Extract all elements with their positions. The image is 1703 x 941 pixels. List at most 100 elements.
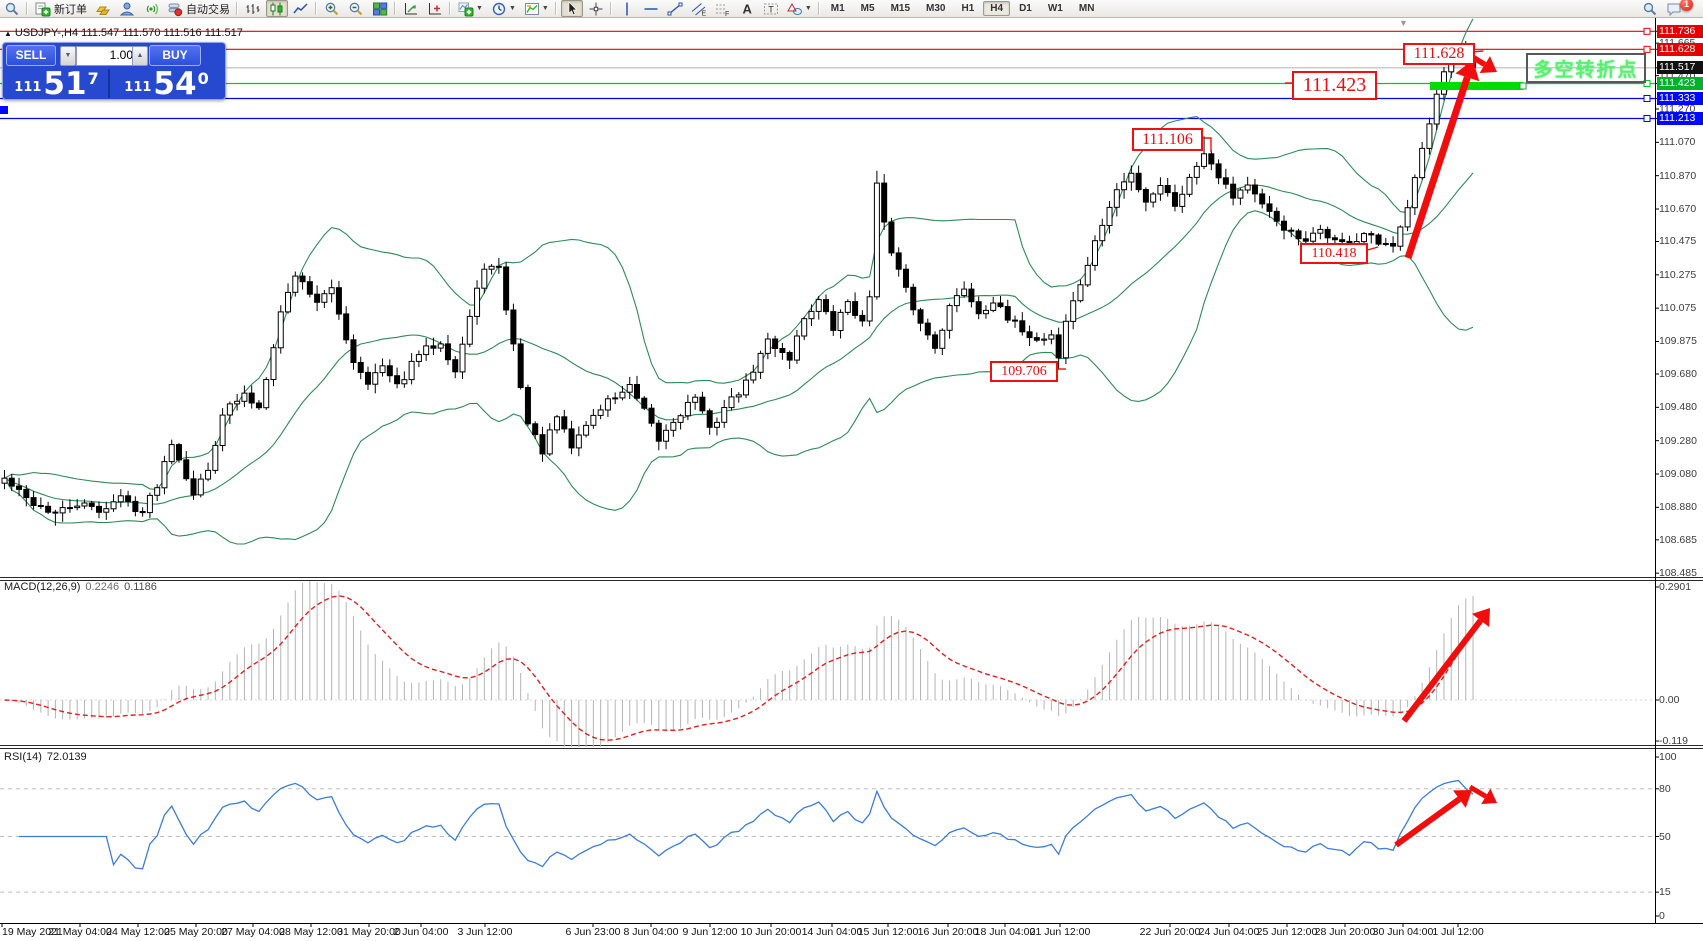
price-tick: 108.485	[1659, 567, 1697, 580]
horizontal-line-tool-button[interactable]	[640, 0, 662, 17]
timeframe-h1[interactable]: H1	[961, 3, 975, 14]
time-label: 21 May 04:00	[48, 926, 112, 938]
insert-indicator-button[interactable]: ▼	[455, 0, 486, 17]
autotrade-icon	[168, 3, 183, 16]
price-tick: 109.680	[1659, 368, 1697, 380]
search-icon	[5, 2, 19, 15]
fibonacci-tool-button[interactable]: F	[712, 0, 734, 17]
rsi-axis-tick: 50	[1659, 830, 1671, 843]
toolbar-separator	[449, 2, 451, 15]
zoom-out-button[interactable]	[345, 0, 367, 17]
line-chart-mode-button[interactable]	[290, 0, 312, 17]
text-tool-button[interactable]: A	[736, 0, 758, 17]
period-selector-dropdown-icon[interactable]: ▼	[508, 5, 516, 12]
template-selector-dropdown-icon[interactable]: ▼	[541, 5, 549, 12]
rsi-label: RSI(14)	[4, 751, 42, 763]
auto-trading-button[interactable]: 自动交易	[164, 0, 233, 17]
add-ind-icon	[458, 2, 474, 16]
price-annotation-box[interactable]: 109.706	[990, 361, 1058, 382]
volume-input[interactable]: 1.00	[76, 46, 138, 66]
search-right-button[interactable]	[1639, 0, 1661, 17]
time-label: 24 Jun 04:00	[1198, 926, 1260, 938]
toolbar-separator	[394, 2, 396, 15]
market-watch-button[interactable]	[92, 0, 114, 17]
contacts-button[interactable]	[116, 0, 138, 17]
price-level-tag: 111.517	[1657, 61, 1703, 75]
sell-price[interactable]: 111 51 7	[5, 69, 110, 100]
timeframe-h4[interactable]: H4	[983, 1, 1011, 16]
buy-price-figure: 111	[124, 80, 152, 95]
channel-icon: E	[691, 2, 706, 17]
trendline-tool-button[interactable]	[664, 0, 686, 17]
sell-button[interactable]: SELL	[6, 45, 56, 66]
cursor-tool-button[interactable]	[560, 0, 583, 17]
price-level-tag: 111.333	[1657, 91, 1703, 105]
timeframe-m5[interactable]: M5	[860, 3, 875, 14]
svg-text:E: E	[701, 10, 706, 17]
vline-icon	[626, 2, 628, 15]
rsi-axis-tick: 100	[1659, 751, 1677, 763]
symbol-info: ▲ USDJPY-,H4 111.547 111.570 111.516 111.…	[4, 27, 243, 39]
buy-price[interactable]: 111 54 0	[110, 69, 223, 100]
toolbar-group	[0, 0, 24, 17]
label-tool-button[interactable]: T	[760, 0, 782, 17]
template-selector-button[interactable]: ▼	[521, 0, 552, 17]
shapes-tool-button[interactable]: ▼	[784, 0, 815, 17]
note-text-bullbear-turning-point[interactable]: 多空转折点	[1526, 53, 1646, 83]
vertical-line-tool-button[interactable]	[616, 0, 638, 17]
zoom-in-icon	[325, 2, 339, 15]
tile-windows-button[interactable]	[369, 0, 391, 17]
timeframe-m30[interactable]: M30	[926, 3, 946, 14]
macd-value-signal: 0.1186	[124, 581, 157, 593]
period-selector-button[interactable]: ▼	[488, 0, 519, 17]
search-button[interactable]	[1, 0, 23, 17]
cursor-icon	[568, 0, 577, 15]
price-annotation-box[interactable]: 111.106	[1132, 128, 1203, 151]
indicator-window-1-button[interactable]	[400, 0, 422, 17]
price-tick: 110.670	[1659, 202, 1697, 215]
time-label: 24 May 12:00	[106, 926, 170, 938]
time-label: 28 Jun 20:00	[1314, 926, 1376, 938]
signals-button[interactable]	[140, 0, 162, 17]
timeframe-d1[interactable]: D1	[1019, 3, 1032, 14]
timeframe-m1[interactable]: M1	[830, 3, 845, 14]
price-tick: 109.875	[1659, 335, 1697, 348]
symbol-ohlc-text: USDJPY-,H4 111.547 111.570 111.516 111.5…	[14, 27, 243, 39]
price-annotation-box[interactable]: 111.423	[1292, 71, 1377, 100]
time-label: 9 Jun 12:00	[682, 926, 738, 938]
svg-text:T: T	[768, 4, 774, 14]
crosshair-tool-button[interactable]	[585, 0, 607, 17]
candlestick-mode-button[interactable]	[266, 0, 288, 17]
time-label: 28 May 12:00	[279, 926, 343, 938]
price-tick: 110.870	[1659, 169, 1697, 182]
price-annotation-box[interactable]: 111.628	[1403, 43, 1475, 65]
timeframe-w1[interactable]: W1	[1047, 3, 1063, 14]
volume-up-button[interactable]: ▲	[132, 46, 148, 66]
timeframe-mn[interactable]: MN	[1078, 3, 1095, 14]
new-order-button[interactable]: 新订单	[32, 0, 90, 17]
notification-badge: 1	[1680, 0, 1693, 11]
rsi-value: 72.0139	[46, 751, 87, 763]
insert-indicator-dropdown-icon[interactable]: ▼	[476, 5, 483, 12]
buy-button[interactable]: BUY	[149, 45, 201, 66]
price-tick: 108.685	[1659, 533, 1697, 546]
zoom-out-icon	[349, 2, 363, 15]
indicator-window-2-button[interactable]	[424, 0, 446, 17]
volume-down-button[interactable]: ▼	[60, 46, 76, 66]
timeframe-m15[interactable]: M15	[890, 3, 911, 14]
toolbar-group	[560, 0, 608, 17]
time-label: 10 Jun 20:00	[740, 926, 802, 938]
rsi-axis-tick: 80	[1659, 782, 1671, 795]
zoom-in-button[interactable]	[321, 0, 343, 17]
bar-chart-mode-button[interactable]	[242, 0, 264, 17]
equidistant-channel-tool-button[interactable]: E	[688, 0, 710, 17]
toolbar-separator	[817, 2, 820, 15]
price-annotation-box[interactable]: 110.418	[1300, 243, 1368, 264]
shapes-tool-dropdown-icon[interactable]: ▼	[804, 5, 812, 12]
chart-dropdown-icon[interactable]: ▼	[1399, 18, 1408, 28]
contacts-icon	[119, 2, 135, 15]
price-level-tag: 111.628	[1657, 42, 1703, 56]
macd-label: MACD(12,26,9)	[4, 581, 81, 593]
signal-icon	[146, 3, 158, 14]
